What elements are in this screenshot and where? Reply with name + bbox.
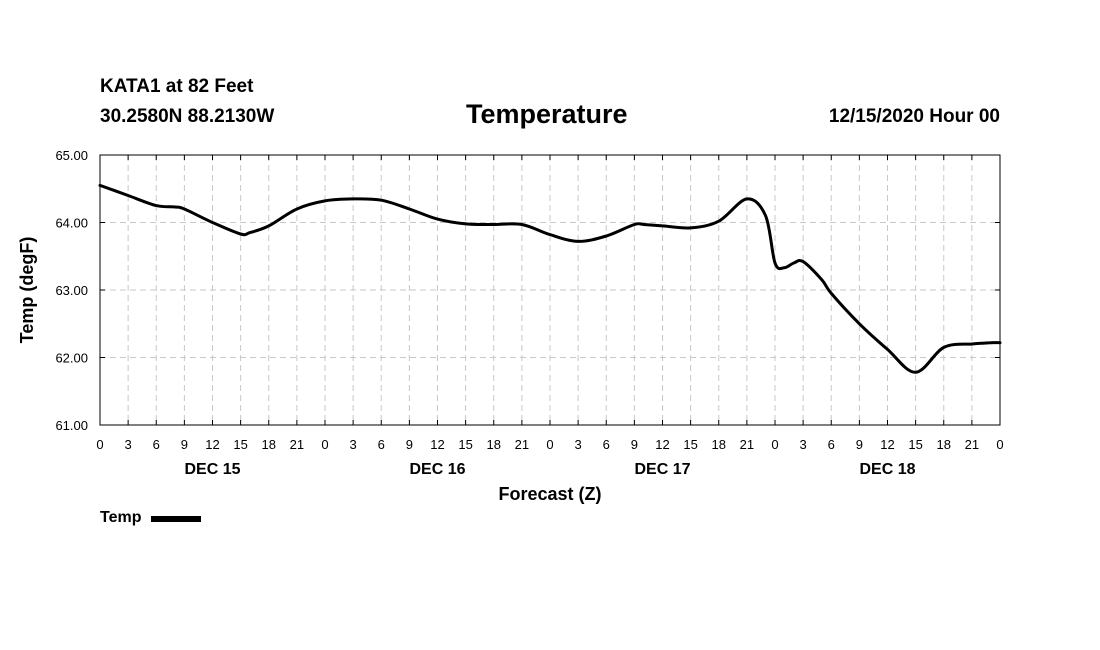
chart-title: Temperature <box>466 99 628 129</box>
x-tick-label: 15 <box>683 437 697 452</box>
x-tick-label: 18 <box>937 437 951 452</box>
x-tick-label: 0 <box>546 437 553 452</box>
x-tick-label: 12 <box>205 437 219 452</box>
x-tick-label: 6 <box>153 437 160 452</box>
y-tick-label: 64.00 <box>55 216 88 231</box>
x-tick-label: 21 <box>515 437 529 452</box>
x-tick-label: 15 <box>908 437 922 452</box>
station-name: KATA1 at 82 Feet <box>100 76 254 97</box>
legend-swatch <box>151 516 202 522</box>
x-tick-label: 12 <box>430 437 444 452</box>
x-tick-label: 0 <box>96 437 103 452</box>
station-coords: 30.2580N 88.2130W <box>100 106 275 127</box>
y-axis-title: Temp (degF) <box>17 237 37 344</box>
x-tick-label: 9 <box>631 437 638 452</box>
grid-layer <box>100 155 1000 425</box>
series-layer <box>98 183 1002 374</box>
x-tick-label: 21 <box>290 437 304 452</box>
series-line-temp <box>98 183 1002 374</box>
day-label: DEC 16 <box>409 461 465 478</box>
legend: Temp <box>100 509 202 527</box>
y-tick-label: 63.00 <box>55 283 88 298</box>
x-tick-label: 15 <box>458 437 472 452</box>
run-time: 12/15/2020 Hour 00 <box>828 106 1000 127</box>
y-tick-label: 65.00 <box>55 148 88 163</box>
x-tick-label: 21 <box>740 437 754 452</box>
x-tick-label: 18 <box>487 437 501 452</box>
plot-frame <box>99 154 1001 426</box>
x-tick-label: 3 <box>350 437 357 452</box>
x-tick-label: 0 <box>996 437 1003 452</box>
x-tick-label: 6 <box>378 437 385 452</box>
x-tick-label: 6 <box>603 437 610 452</box>
x-tick-label: 12 <box>655 437 669 452</box>
x-tick-label: 3 <box>575 437 582 452</box>
day-label: DEC 18 <box>859 461 915 478</box>
x-tick-label: 3 <box>125 437 132 452</box>
x-tick-label: 9 <box>856 437 863 452</box>
day-label: DEC 15 <box>184 461 240 478</box>
ticks-layer: 0 3 6 9 12 15 18 21 0 3 6 9 12 15 18 21 0 3 6 9 12 15 18 21 0 3 6 9… <box>55 148 1003 478</box>
x-tick-label: 0 <box>321 437 328 452</box>
y-tick-label: 62.00 <box>55 351 88 366</box>
y-tick-label: 61.00 <box>55 418 88 433</box>
day-label: DEC 17 <box>634 461 690 478</box>
x-tick-label: 12 <box>880 437 894 452</box>
x-axis-title: Forecast (Z) <box>498 484 601 504</box>
x-tick-label: 21 <box>965 437 979 452</box>
x-tick-label: 18 <box>262 437 276 452</box>
x-tick-label: 9 <box>406 437 413 452</box>
legend-label: Temp <box>100 509 142 526</box>
x-tick-label: 6 <box>828 437 835 452</box>
x-tick-label: 18 <box>712 437 726 452</box>
x-tick-label: 3 <box>800 437 807 452</box>
x-tick-label: 0 <box>771 437 778 452</box>
x-tick-label: 15 <box>233 437 247 452</box>
x-tick-label: 9 <box>181 437 188 452</box>
